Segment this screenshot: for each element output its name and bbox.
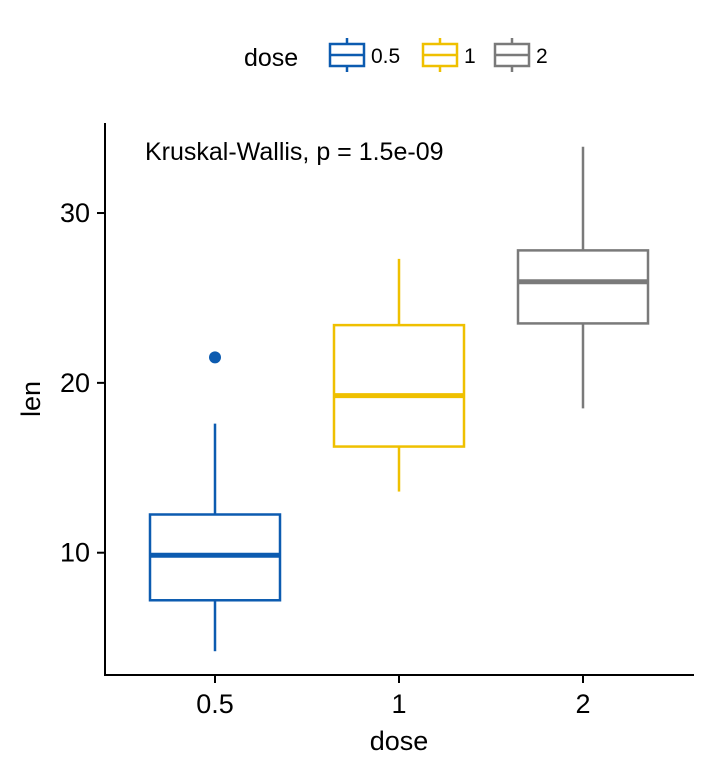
box-body	[516, 249, 650, 325]
box-0_5	[148, 351, 282, 652]
y-ticks: 10 20 30	[60, 198, 105, 568]
x-tick-label: 2	[575, 689, 590, 719]
x-tick-label: 1	[391, 689, 406, 719]
legend: dose 0.5 1 2	[244, 38, 548, 72]
legend-entry-label: 2	[536, 45, 548, 68]
y-axis-label: len	[16, 381, 46, 417]
y-tick-label: 20	[60, 368, 90, 398]
legend-title: dose	[244, 44, 298, 72]
y-tick-label: 10	[60, 538, 90, 568]
legend-entry-1: 1	[421, 38, 476, 72]
kruskal-wallis-annotation: Kruskal-Wallis, p = 1.5e-09	[145, 138, 444, 166]
y-tick-label: 30	[60, 198, 90, 228]
legend-entry-label: 1	[464, 45, 476, 68]
legend-entry-label: 0.5	[371, 45, 400, 68]
boxes-layer	[148, 146, 650, 652]
box-1	[332, 258, 466, 492]
legend-entry-0_5: 0.5	[328, 38, 400, 72]
outlier-point	[209, 351, 221, 364]
legend-entry-2: 2	[493, 38, 548, 72]
x-ticks: 0.5 1 2	[196, 675, 591, 719]
x-tick-label: 0.5	[196, 689, 234, 719]
box-2	[516, 146, 650, 409]
x-axis-label: dose	[370, 726, 429, 756]
box-body	[332, 323, 466, 448]
